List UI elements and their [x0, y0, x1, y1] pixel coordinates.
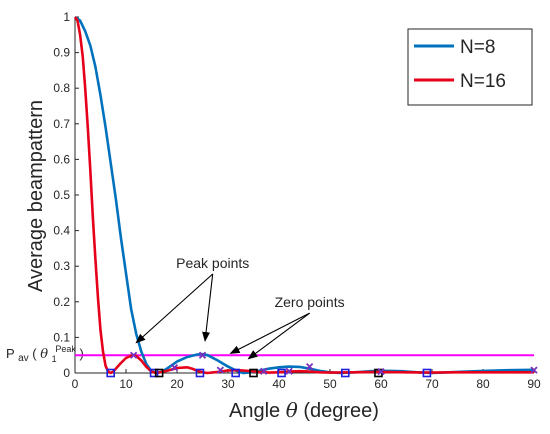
- x-axis-label: Angle θ (degree): [229, 398, 379, 422]
- y-tick-label: 0.6: [53, 152, 70, 166]
- zero-point-marker: [340, 368, 350, 378]
- peak-point-marker: [170, 364, 179, 372]
- x-axis-label-suffix: (degree): [303, 400, 379, 422]
- x-tick-label: 40: [272, 377, 286, 391]
- y-tick-label: 0: [63, 366, 70, 380]
- peak-point-marker: [130, 351, 138, 359]
- threshold-label-symbol-sup: Peak: [55, 344, 76, 354]
- x-tick-label: 60: [374, 377, 388, 391]
- zero-point-marker: [277, 368, 286, 378]
- peak-point-marker: [285, 367, 293, 375]
- peak-point-marker: [216, 366, 224, 374]
- annotation-arrow: [135, 273, 214, 344]
- x-tick-label: 10: [119, 377, 133, 391]
- threshold-label-close: ): [79, 346, 83, 361]
- y-axis-label: Average beampattern: [25, 100, 47, 292]
- y-tick-label: 0.8: [53, 81, 70, 95]
- peak-point-marker: [530, 366, 538, 374]
- zero-point-marker: [249, 368, 258, 378]
- zero-point-marker: [154, 368, 164, 378]
- x-tick-label: 90: [527, 377, 541, 391]
- x-tick-label: 20: [170, 377, 184, 391]
- threshold-label-base-sub: av: [18, 353, 29, 364]
- x-tick-label: 0: [72, 377, 79, 391]
- x-tick-label: 50: [323, 377, 337, 391]
- legend-box: [407, 28, 533, 106]
- x-tick-label: 70: [425, 377, 439, 391]
- x-tick-label: 30: [221, 377, 235, 391]
- annotation-label: Zero points: [275, 294, 345, 310]
- y-tick-label: 0.7: [53, 117, 70, 131]
- series-line-n16: [73, 16, 534, 375]
- zero-point-marker: [106, 368, 115, 378]
- x-axis-label-prefix: Angle: [229, 400, 280, 422]
- threshold-label-symbol-sub: 1: [52, 354, 57, 364]
- y-tick-label: 0.2: [53, 295, 70, 309]
- legend: N=8 N=16: [407, 28, 533, 106]
- annotation-label: Peak points: [176, 255, 249, 271]
- annotation-arrow: [202, 273, 214, 342]
- annotation-arrow: [247, 312, 310, 360]
- peak-point-marker: [260, 367, 268, 375]
- annotation-arrow: [229, 312, 310, 354]
- peak-point-marker: [198, 351, 207, 359]
- zero-point-marker: [195, 368, 205, 378]
- y-tick-label: 0.5: [53, 188, 70, 202]
- y-tick-label: 0.1: [53, 330, 70, 344]
- x-axis-label-symbol: θ: [286, 398, 298, 422]
- zero-point-marker: [231, 368, 240, 378]
- legend-label-n16: N=16: [460, 71, 506, 92]
- y-tick-label: 0.9: [53, 46, 70, 60]
- peak-point-marker: [305, 362, 314, 371]
- y-tick-label: 0.4: [53, 224, 70, 238]
- threshold-label-base: P: [6, 346, 14, 361]
- x-tick-label: 80: [476, 377, 490, 391]
- threshold-label-symbol: θ: [40, 347, 48, 362]
- plot-area: 0 10 20 30 40 50 60 70 80 90 0 0.1 0.2 0.3 0.4 0.5 0.6 0.…: [53, 10, 541, 391]
- zero-point-marker: [149, 368, 159, 378]
- y-tick-label: 1: [63, 10, 70, 24]
- legend-label-n8: N=8: [460, 37, 495, 58]
- peak-point-marker: [377, 367, 385, 376]
- zero-point-marker: [422, 368, 432, 378]
- y-tick-label: 0.3: [53, 259, 70, 273]
- threshold-label: P av ( θ 1 Peak ): [6, 340, 84, 365]
- threshold-label-open: (: [32, 346, 37, 361]
